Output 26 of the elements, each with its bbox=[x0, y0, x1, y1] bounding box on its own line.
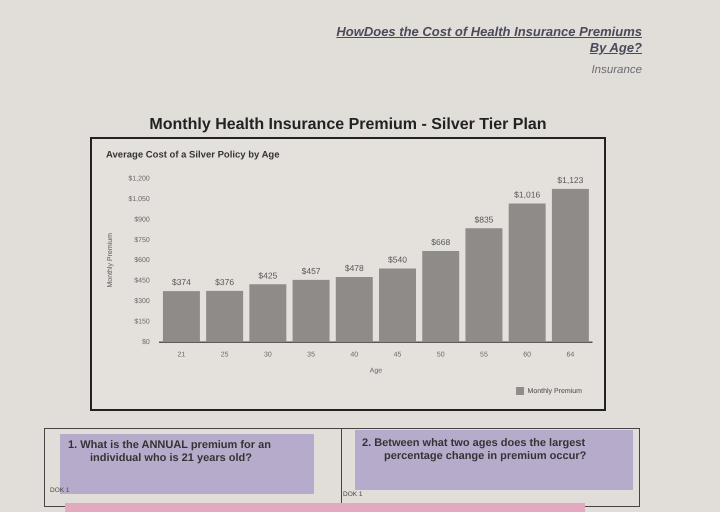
data-label: $376 bbox=[215, 276, 234, 287]
bar bbox=[422, 251, 460, 342]
bar bbox=[292, 280, 330, 342]
bar bbox=[379, 268, 416, 342]
text: Insurance bbox=[591, 64, 642, 76]
chart-subtitle: Average Cost of a Silver Policy by Age bbox=[106, 149, 280, 160]
bar bbox=[249, 284, 286, 342]
data-label: $835 bbox=[474, 214, 494, 224]
data-label: $425 bbox=[258, 270, 278, 280]
bar bbox=[336, 276, 373, 342]
bar bbox=[508, 204, 546, 342]
data-label: $540 bbox=[388, 254, 408, 265]
data-label: $478 bbox=[344, 263, 364, 274]
data-label: $374 bbox=[172, 277, 192, 288]
bar bbox=[552, 188, 589, 342]
text: 2. Between what two ages does the largest percentage change in premium occur? bbox=[362, 437, 586, 462]
chart-title: Monthly Health Insurance Premium - Silver Tier Plan bbox=[148, 116, 548, 134]
data-label: $457 bbox=[302, 266, 321, 276]
text: HowDoes the Cost of Health Insurance Premiums By Age? bbox=[336, 24, 642, 55]
data-label: $668 bbox=[431, 237, 450, 248]
bar bbox=[162, 291, 200, 342]
data-label: $1,016 bbox=[514, 190, 540, 200]
data-label: $1,123 bbox=[557, 175, 584, 186]
bar bbox=[465, 228, 502, 342]
bar bbox=[206, 290, 244, 342]
text: 1. What is the ANNUAL premium for an individual who is 21 years old? bbox=[68, 439, 271, 464]
